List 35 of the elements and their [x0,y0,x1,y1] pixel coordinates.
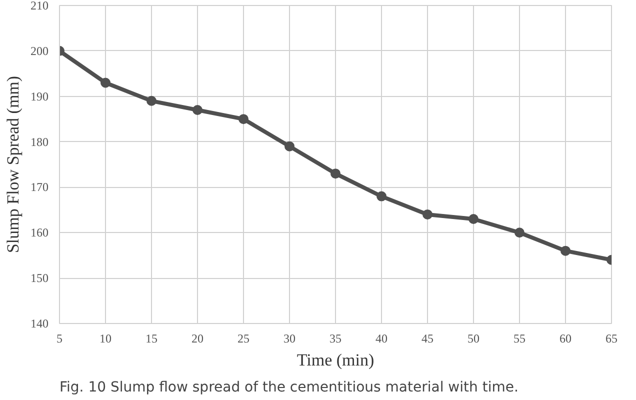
y-tick-label: 180 [30,134,48,149]
y-tick-label: 210 [30,0,48,12]
x-tick-label: 55 [514,332,526,346]
point [560,246,570,256]
x-tick-label: 20 [192,332,204,346]
point [514,228,524,238]
y-axis-title: Slump Flow Spread (mm) [4,76,22,254]
point [284,141,294,152]
x-axis-title: Time (min) [296,350,374,370]
y-tick-label: 190 [30,89,48,104]
point [192,104,202,115]
point [330,168,340,179]
x-tick-label: 30 [284,332,296,346]
y-tick-label: 200 [30,44,48,58]
y-tick-label: 150 [30,271,48,286]
point [468,214,478,224]
point [376,191,386,202]
point [146,96,156,106]
x-tick-label: 60 [560,332,572,346]
x-tick-label: 45 [422,332,434,346]
x-tick-label: 25 [238,332,250,346]
point [422,209,432,220]
caption: Fig. 10 Slump flow spread of the cementitious material with time. [60,380,518,396]
x-tick-label: 5 [56,332,62,346]
x-tick-label: 40 [376,332,388,346]
y-tick-label: 170 [30,180,48,194]
x-tick-label: 10 [100,332,112,346]
point [100,78,110,88]
y-tick-label: 140 [30,316,48,330]
x-tick-label: 50 [468,332,480,346]
x-tick-label: 35 [330,332,342,346]
x-tick-label: 65 [606,332,618,346]
point [238,114,248,124]
y-tick-label: 160 [30,226,48,240]
x-tick-label: 15 [146,332,158,346]
